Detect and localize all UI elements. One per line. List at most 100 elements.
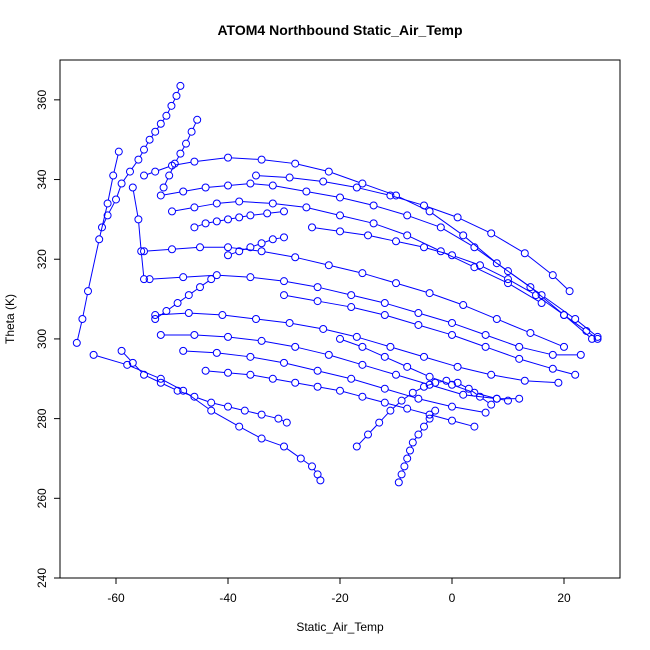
data-point	[123, 360, 132, 369]
series-line-segment	[399, 283, 427, 293]
data-point	[425, 207, 434, 216]
data-point	[224, 332, 232, 341]
series-line-segment	[365, 365, 393, 375]
data-point	[246, 370, 255, 379]
data-point	[403, 404, 412, 413]
series-line-segment	[167, 108, 171, 113]
series-line-segment	[455, 323, 483, 335]
data-point	[414, 320, 423, 329]
series-line-segment	[172, 98, 176, 103]
series-line-segment	[455, 335, 483, 347]
data-point	[386, 342, 395, 351]
series-line-segment	[77, 322, 83, 340]
series-19	[394, 406, 440, 487]
data-point	[526, 328, 535, 337]
data-point	[98, 223, 106, 232]
data-point	[117, 179, 126, 188]
series-line-segment	[264, 341, 292, 347]
data-point	[380, 384, 389, 393]
data-point	[103, 211, 112, 220]
series-line-segment	[354, 307, 382, 315]
series-line-segment	[499, 319, 528, 333]
data-point	[280, 207, 288, 216]
series-line-segment	[455, 406, 483, 413]
series-line-segment	[139, 152, 143, 157]
series-line-segment	[421, 313, 449, 323]
series-line-segment	[175, 161, 192, 166]
series-line-segment	[248, 410, 259, 415]
series-line-segment	[202, 280, 209, 286]
series-line-segment	[231, 372, 247, 375]
x-tick-label: 20	[557, 591, 571, 605]
series-line-segment	[231, 217, 236, 220]
series-line-segment	[298, 163, 326, 172]
x-tick-label: 0	[449, 591, 456, 605]
series-line-segment	[320, 301, 348, 307]
data-point	[397, 470, 406, 479]
series-line-segment	[343, 215, 371, 224]
series-line-segment	[158, 312, 186, 316]
series-line-segment	[253, 243, 259, 247]
series-line-segment	[455, 385, 472, 393]
data-point	[201, 219, 210, 228]
data-point	[84, 287, 92, 296]
data-point	[252, 171, 260, 180]
series-line-segment	[292, 323, 320, 329]
series-line-segment	[371, 235, 393, 242]
series-line-segment	[410, 409, 427, 415]
data-point	[274, 414, 283, 423]
series-line-segment	[164, 178, 169, 185]
series-line-segment	[163, 379, 181, 390]
series-line-segment	[533, 333, 561, 347]
data-point	[291, 342, 300, 351]
data-point	[464, 384, 473, 393]
data-point	[112, 195, 120, 204]
data-point	[308, 223, 316, 232]
data-point	[114, 147, 123, 156]
data-point	[420, 422, 428, 431]
data-point	[280, 233, 288, 242]
data-point	[420, 352, 428, 361]
data-point	[515, 354, 524, 363]
series-line-segment	[376, 224, 405, 235]
series-line-segment	[225, 314, 253, 320]
data-point	[246, 179, 255, 188]
series-line-segment	[556, 369, 572, 375]
series-line-segment	[177, 88, 180, 93]
data-point	[190, 330, 199, 339]
series-12	[156, 330, 524, 403]
data-point	[420, 201, 428, 210]
series-line-segment	[209, 370, 225, 373]
data-point	[246, 273, 255, 282]
series-line-segment	[214, 402, 225, 407]
data-point	[109, 171, 118, 180]
y-tick-label: 360	[35, 90, 49, 110]
series-9	[140, 243, 568, 351]
data-point	[560, 311, 568, 320]
series-line-segment	[175, 207, 192, 212]
series-line-segment	[432, 293, 461, 305]
series-line-segment	[477, 268, 506, 283]
x-axis: -60 -40 -20 0 20	[107, 578, 571, 605]
series-line-segment	[365, 347, 382, 356]
series-line-segment	[276, 185, 304, 192]
series-line-segment	[253, 277, 281, 282]
plot-frame	[59, 59, 621, 579]
data-point	[397, 396, 406, 405]
series-line-segment	[220, 201, 236, 204]
series-line-segment	[264, 251, 292, 258]
data-point	[448, 402, 456, 411]
data-point	[235, 422, 244, 431]
series-line-segment	[415, 387, 422, 392]
data-point	[358, 342, 367, 351]
series-line-segment	[187, 134, 191, 141]
data-point	[117, 346, 126, 355]
series-line-segment	[331, 172, 360, 183]
series-line-segment	[181, 146, 185, 151]
data-point	[358, 392, 367, 401]
data-point	[347, 291, 356, 300]
data-point	[347, 303, 356, 312]
data-point	[291, 378, 300, 387]
data-point	[257, 336, 266, 345]
data-point	[554, 378, 563, 387]
